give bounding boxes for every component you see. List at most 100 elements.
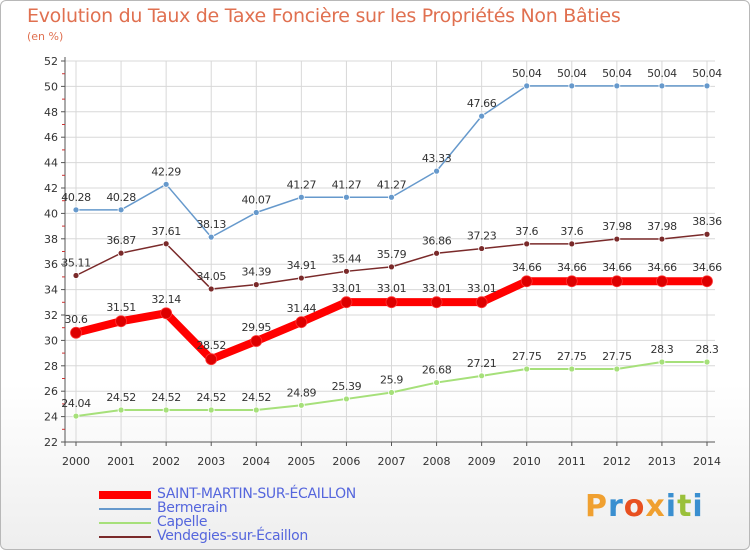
- series-2: [72, 358, 711, 420]
- data-point: [207, 285, 215, 293]
- data-point: [658, 82, 666, 90]
- data-point: [340, 296, 353, 309]
- data-point: [117, 249, 125, 257]
- x-tick-label: 2001: [107, 455, 135, 468]
- data-labels-3: 35.11 36.87 37.61 34.05 34.39 34.91 35.44 35.79…: [61, 215, 722, 283]
- data-labels-2: 24.04 24.52 24.52 24.52 24.52 24.89 25.39 25.9 2…: [61, 343, 719, 410]
- data-label: 24.52: [196, 391, 226, 404]
- legend-label: Vendegies-sur-Écaillon: [157, 528, 308, 544]
- data-label: 37.6: [560, 225, 583, 238]
- data-point: [72, 412, 80, 420]
- data-point: [388, 193, 395, 201]
- data-point: [295, 316, 308, 329]
- data-point: [613, 235, 621, 243]
- data-label: 27.75: [602, 350, 632, 363]
- data-label: 25.39: [332, 380, 362, 393]
- y-tick-label: 46: [44, 131, 58, 144]
- data-label: 41.27: [377, 178, 407, 191]
- data-label: 40.28: [106, 191, 136, 204]
- legend-label: Bermerain: [157, 500, 228, 516]
- legend-swatch: [99, 536, 151, 538]
- chart-subtitle: (en %): [27, 30, 64, 43]
- y-tick-label: 26: [44, 385, 58, 398]
- data-label: 24.52: [242, 391, 272, 404]
- data-point: [252, 281, 260, 289]
- data-point: [568, 365, 576, 373]
- data-label: 33.01: [377, 282, 407, 295]
- data-label: 28.3: [696, 343, 719, 356]
- data-point: [70, 326, 82, 339]
- x-tick-label: 2013: [648, 455, 676, 468]
- data-label: 34.66: [602, 261, 632, 274]
- data-label: 34.66: [692, 261, 722, 274]
- y-tick-label: 22: [44, 436, 58, 449]
- x-tick-label: 2009: [468, 455, 496, 468]
- data-point: [523, 82, 531, 90]
- x-tick-label: 2014: [693, 455, 721, 468]
- data-label: 28.3: [650, 343, 673, 356]
- data-label: 37.61: [151, 225, 181, 238]
- x-tick-label: 2003: [197, 455, 225, 468]
- data-label: 50.04: [557, 67, 587, 80]
- data-label: 38.13: [196, 218, 226, 231]
- data-point: [478, 245, 486, 252]
- legend-label: SAINT-MARTIN-SUR-ÉCAILLON: [157, 486, 356, 502]
- data-point: [433, 379, 440, 386]
- data-point: [297, 401, 305, 409]
- data-label: 47.66: [467, 97, 497, 110]
- data-label: 33.01: [332, 282, 362, 295]
- data-point: [162, 240, 170, 248]
- data-label: 37.98: [602, 220, 632, 233]
- data-point: [703, 82, 711, 90]
- data-point: [115, 315, 127, 328]
- data-point: [343, 395, 350, 403]
- data-label: 42.29: [151, 165, 181, 178]
- x-tick-label: 2008: [423, 455, 451, 468]
- data-point: [162, 180, 170, 188]
- data-point: [658, 235, 666, 243]
- data-point: [703, 358, 711, 366]
- data-label: 40.07: [242, 194, 272, 207]
- y-tick-label: 50: [44, 80, 58, 93]
- x-tick-label: 2006: [332, 455, 360, 468]
- data-label: 50.04: [692, 67, 722, 80]
- data-label: 37.23: [467, 230, 497, 243]
- logo-letter: r: [608, 489, 624, 524]
- data-point: [565, 275, 578, 288]
- series-3: [72, 230, 711, 293]
- x-tick-label: 2005: [287, 455, 315, 468]
- data-point: [523, 240, 531, 248]
- data-point: [72, 272, 80, 279]
- data-point: [433, 167, 440, 175]
- data-point: [385, 296, 398, 309]
- data-label: 27.75: [512, 350, 542, 363]
- data-label: 43.33: [422, 152, 452, 165]
- data-label: 25.9: [380, 373, 403, 386]
- data-label: 24.04: [61, 397, 91, 410]
- logo-letter: t: [677, 489, 693, 524]
- y-tick-label: 52: [44, 55, 58, 68]
- legend-swatch: [99, 522, 151, 524]
- data-label: 50.04: [512, 67, 542, 80]
- data-label: 50.04: [647, 67, 677, 80]
- data-label: 35.11: [61, 257, 91, 270]
- data-point: [568, 240, 576, 248]
- data-point: [478, 372, 486, 380]
- x-tick-label: 2004: [242, 455, 270, 468]
- data-label: 28.52: [196, 339, 226, 352]
- data-point: [117, 406, 125, 414]
- data-point: [343, 193, 350, 201]
- data-point: [610, 275, 623, 288]
- data-labels-1: 40.28 40.28 42.29 38.13 40.07 41.27 41.27 41.27…: [61, 67, 722, 231]
- data-label: 27.75: [557, 350, 587, 363]
- data-label: 34.66: [557, 261, 587, 274]
- grid: [65, 60, 715, 443]
- x-tick-label: 2000: [62, 455, 90, 468]
- data-point: [252, 209, 260, 216]
- x-tick-label: 2011: [558, 455, 586, 468]
- data-point: [656, 275, 668, 288]
- x-tick-label: 2007: [378, 455, 406, 468]
- data-point: [297, 193, 305, 201]
- data-point: [475, 296, 488, 309]
